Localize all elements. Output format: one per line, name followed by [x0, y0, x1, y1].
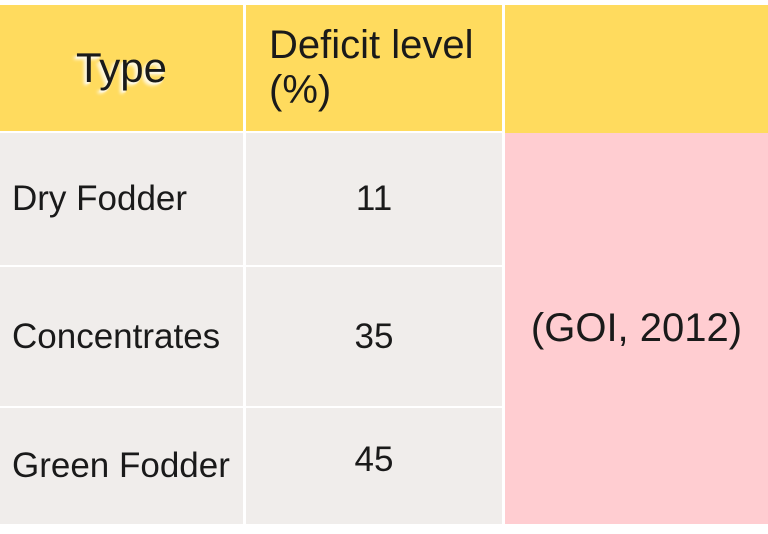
column-header-type: Type — [0, 5, 243, 131]
table-row-type-dry-fodder: Dry Fodder — [0, 133, 243, 265]
table-row-value-green-fodder: 45 — [246, 408, 502, 524]
column-header-empty — [505, 5, 768, 133]
column-header-deficit-level: Deficit level (%) — [246, 5, 502, 131]
table-row-value-dry-fodder: 11 — [246, 133, 502, 265]
fodder-deficit-table: Type Deficit level (%) (GOI, 2012) Dry F… — [0, 5, 768, 524]
table-row-type-green-fodder: Green Fodder — [0, 408, 243, 524]
table-row-value-concentrates: 35 — [246, 267, 502, 406]
citation-cell: (GOI, 2012) — [505, 133, 768, 524]
table-row-type-concentrates: Concentrates — [0, 267, 243, 406]
